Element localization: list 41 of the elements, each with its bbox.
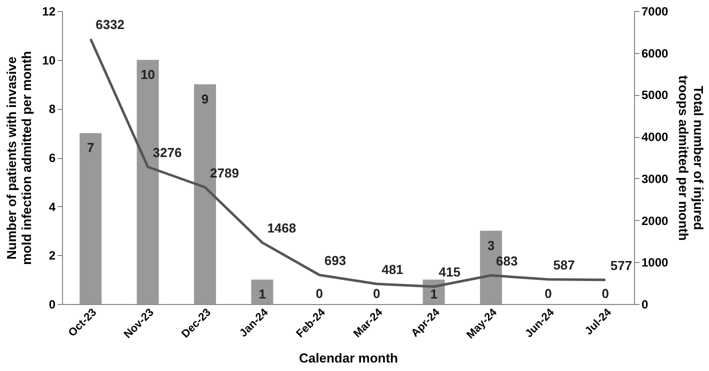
data-label: 9: [201, 91, 209, 106]
data-label: 7: [86, 140, 94, 156]
y-tick-label: 10: [42, 53, 56, 68]
y2-tick-label: 0: [642, 298, 648, 312]
data-label: 1: [430, 286, 438, 302]
y-tick-label: 6: [48, 151, 56, 165]
data-label: 3: [487, 238, 495, 253]
data-label: 683: [496, 253, 518, 268]
y-axis-title: Number of patients with invasive mold infection admitted per month: [4, 51, 34, 265]
data-label: 1468: [267, 220, 296, 236]
x-axis-title: Calendar month: [299, 350, 398, 366]
y2-tick-label: 1000: [642, 256, 669, 270]
data-label: 481: [382, 262, 404, 277]
bar: [80, 133, 102, 304]
y2-axis-title: Total number of injured troops admitted per month: [676, 75, 706, 241]
y2-tick-label: 7000: [642, 4, 669, 18]
data-label: 0: [544, 286, 552, 301]
y2-tick-label: 5000: [642, 88, 669, 102]
y2-tick-label: 3000: [642, 172, 669, 186]
data-label: 587: [553, 257, 575, 272]
data-label: 0: [372, 286, 380, 301]
data-label: 3276: [152, 144, 182, 160]
data-label: 2789: [210, 165, 239, 180]
y-tick-label: 12: [42, 4, 56, 18]
y-tick-label: 8: [48, 102, 56, 116]
line-series: [89, 38, 607, 288]
data-label: 0: [316, 286, 324, 301]
y2-tick-label: 6000: [642, 46, 669, 60]
y-tick-label: 0: [48, 298, 56, 312]
data-label: 6332: [96, 16, 125, 32]
data-label: 10: [140, 66, 156, 82]
y-tick-label: 4: [48, 200, 56, 214]
data-label: 1: [258, 286, 266, 302]
data-label: 577: [610, 258, 632, 273]
y2-tick-label: 2000: [642, 214, 669, 228]
data-label: 0: [602, 286, 610, 301]
data-label: 415: [438, 264, 461, 280]
data-label: 693: [324, 252, 346, 268]
y-tick-label: 2: [48, 248, 56, 263]
bar: [251, 280, 274, 304]
y2-tick-label: 4000: [642, 130, 669, 144]
